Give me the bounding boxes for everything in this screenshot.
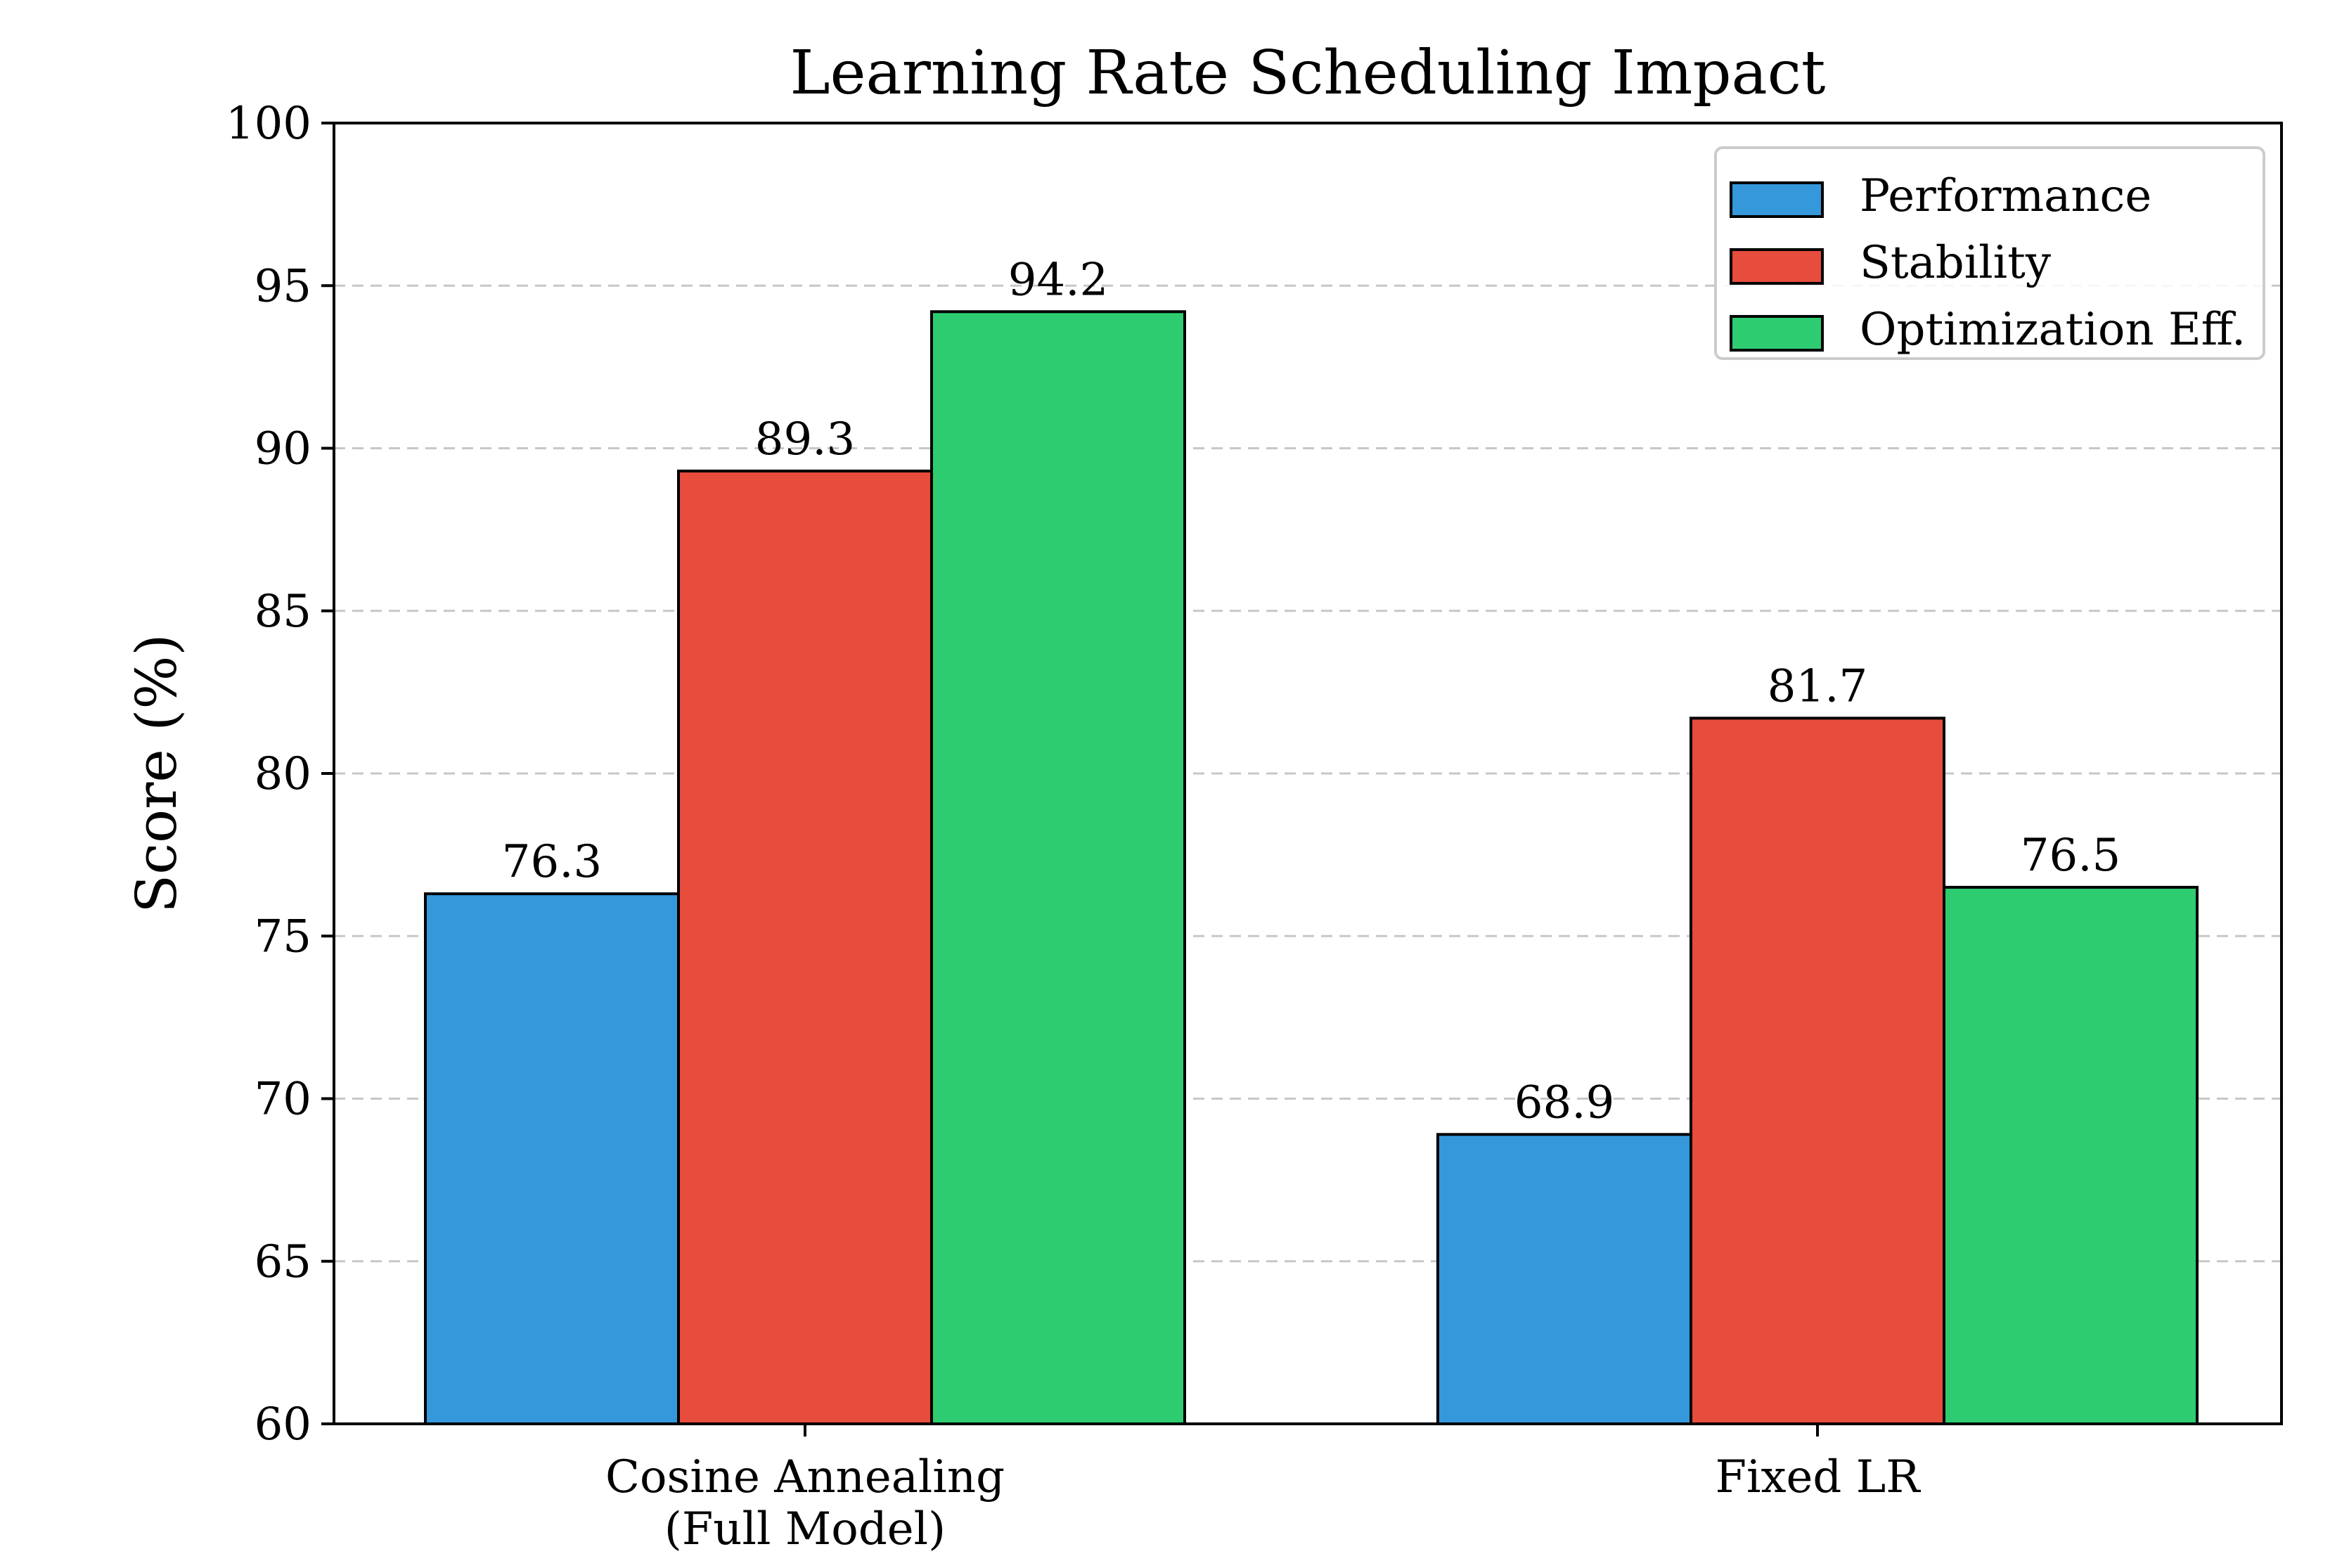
bar-value-labels: 76.3 89.3 94.2 68.9 81.7 76.5 [502,254,2121,1129]
legend: Performance Stability Optimization Eff. [1714,146,2265,360]
bar-value-label: 76.5 [2021,830,2121,882]
y-axis-label: Score (%) [124,634,189,913]
bar-value-label: 68.9 [1514,1077,1615,1129]
legend-label: Stability [1860,237,2051,289]
y-tick-label: 65 [255,1236,311,1288]
x-tick-label: Cosine Annealing [605,1451,1005,1503]
y-tick-label: 85 [255,586,311,638]
y-tick-label: 75 [255,911,311,963]
legend-label: Optimization Eff. [1860,304,2246,356]
y-tick-label: 80 [255,748,311,800]
bar-optimization-eff--1 [1943,885,2199,1425]
bar-performance-0 [424,892,680,1425]
bar-stability-1 [1690,716,1945,1425]
chart-title: Learning Rate Scheduling Impact [790,38,1825,108]
bar-optimization-eff--0 [930,310,1186,1425]
bar-value-label: 76.3 [502,836,603,888]
y-tick-label: 90 [255,423,311,475]
legend-swatch [1730,248,1824,285]
y-tick-label: 100 [226,98,311,150]
y-axis: 60 65 70 75 80 85 90 95 100 [226,98,334,1451]
legend-label: Performance [1860,170,2151,222]
x-axis: Cosine Annealing(Full Model) Fixed LR [605,1424,1921,1555]
bar-value-label: 94.2 [1008,254,1109,306]
bar-value-label: 81.7 [1768,660,1868,712]
x-tick-label: Fixed LR [1716,1451,1922,1503]
legend-swatch [1730,181,1824,218]
legend-swatch [1730,315,1824,352]
y-tick-label: 95 [255,260,311,312]
bars [424,310,2199,1425]
y-tick-label: 60 [255,1399,311,1451]
bar-performance-1 [1436,1133,1692,1425]
bar-value-label: 89.3 [755,413,856,465]
bar-stability-0 [677,469,933,1425]
legend-box [1714,146,2265,360]
grid-lines [334,284,2282,1263]
y-tick-label: 70 [255,1074,311,1126]
x-tick-label-line2: (Full Model) [664,1503,946,1555]
